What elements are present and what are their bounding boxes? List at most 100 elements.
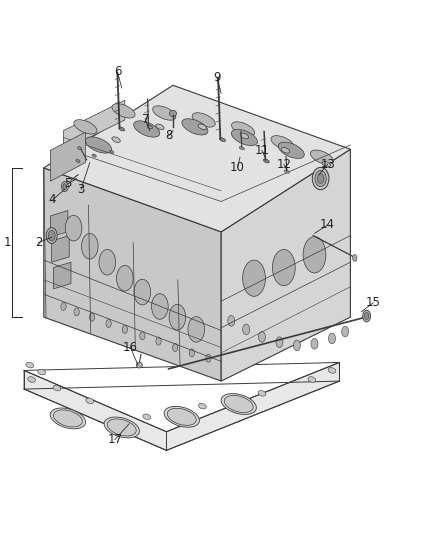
Text: 15: 15: [366, 296, 381, 309]
Ellipse shape: [258, 391, 266, 396]
Ellipse shape: [156, 337, 161, 345]
Text: 10: 10: [230, 161, 245, 174]
Ellipse shape: [68, 155, 77, 160]
Ellipse shape: [188, 317, 205, 342]
Ellipse shape: [48, 230, 55, 241]
Ellipse shape: [189, 349, 194, 357]
Ellipse shape: [112, 137, 120, 142]
Ellipse shape: [53, 385, 61, 391]
Ellipse shape: [170, 110, 177, 117]
Ellipse shape: [364, 312, 369, 320]
Ellipse shape: [312, 167, 329, 190]
Ellipse shape: [232, 122, 254, 136]
Ellipse shape: [271, 136, 294, 150]
Ellipse shape: [328, 368, 336, 373]
Ellipse shape: [173, 344, 178, 352]
Ellipse shape: [164, 406, 199, 427]
Ellipse shape: [110, 150, 114, 154]
Ellipse shape: [76, 159, 80, 163]
Ellipse shape: [342, 326, 349, 337]
Ellipse shape: [322, 161, 331, 167]
Ellipse shape: [276, 337, 283, 348]
Polygon shape: [221, 149, 350, 381]
Ellipse shape: [169, 304, 186, 330]
Ellipse shape: [243, 324, 250, 335]
Ellipse shape: [136, 362, 142, 368]
Ellipse shape: [46, 228, 57, 244]
Ellipse shape: [263, 159, 269, 163]
Ellipse shape: [134, 121, 160, 137]
Ellipse shape: [122, 325, 127, 334]
Ellipse shape: [278, 142, 304, 158]
Ellipse shape: [224, 395, 253, 413]
Ellipse shape: [92, 154, 96, 157]
Ellipse shape: [258, 332, 265, 342]
Polygon shape: [53, 262, 71, 289]
Ellipse shape: [182, 119, 208, 135]
Ellipse shape: [192, 113, 215, 127]
Ellipse shape: [134, 279, 151, 305]
Ellipse shape: [89, 313, 95, 321]
Ellipse shape: [153, 106, 176, 120]
Ellipse shape: [239, 147, 244, 150]
Ellipse shape: [63, 183, 67, 189]
Ellipse shape: [28, 377, 35, 382]
Ellipse shape: [78, 147, 82, 150]
Polygon shape: [44, 85, 350, 232]
Text: 11: 11: [254, 144, 269, 157]
Text: 1: 1: [4, 236, 12, 249]
Ellipse shape: [140, 332, 145, 340]
Ellipse shape: [272, 249, 295, 286]
Ellipse shape: [243, 260, 265, 296]
Polygon shape: [50, 132, 85, 181]
Text: 5: 5: [64, 177, 71, 190]
Ellipse shape: [74, 120, 97, 134]
Text: 13: 13: [320, 158, 335, 171]
Ellipse shape: [65, 215, 82, 241]
Ellipse shape: [38, 369, 46, 375]
Ellipse shape: [231, 130, 258, 146]
Ellipse shape: [281, 148, 290, 153]
Ellipse shape: [228, 316, 235, 326]
Ellipse shape: [221, 393, 256, 415]
Ellipse shape: [86, 398, 94, 403]
Ellipse shape: [26, 362, 34, 368]
Ellipse shape: [167, 408, 196, 425]
Ellipse shape: [284, 170, 290, 173]
Ellipse shape: [143, 414, 151, 419]
Ellipse shape: [53, 410, 82, 427]
Ellipse shape: [198, 403, 206, 409]
Polygon shape: [44, 168, 221, 381]
Text: 8: 8: [165, 130, 172, 142]
Ellipse shape: [104, 417, 139, 438]
Text: 6: 6: [113, 66, 121, 78]
Ellipse shape: [99, 249, 116, 275]
Ellipse shape: [112, 104, 135, 118]
Text: 17: 17: [107, 433, 122, 446]
Ellipse shape: [106, 319, 111, 327]
Ellipse shape: [107, 419, 136, 436]
Ellipse shape: [240, 133, 249, 139]
Polygon shape: [50, 211, 68, 237]
Text: 4: 4: [49, 193, 57, 206]
Ellipse shape: [317, 174, 324, 183]
Ellipse shape: [328, 333, 336, 344]
Polygon shape: [64, 100, 125, 150]
Ellipse shape: [155, 124, 164, 130]
Ellipse shape: [117, 265, 133, 291]
Text: 9: 9: [213, 71, 221, 84]
Ellipse shape: [198, 124, 207, 130]
Ellipse shape: [308, 377, 316, 382]
Ellipse shape: [293, 340, 300, 351]
Ellipse shape: [85, 137, 112, 153]
Ellipse shape: [74, 308, 79, 316]
Polygon shape: [52, 236, 69, 262]
Ellipse shape: [50, 408, 85, 429]
Ellipse shape: [311, 338, 318, 349]
Ellipse shape: [81, 233, 98, 259]
Text: 12: 12: [276, 158, 291, 171]
Ellipse shape: [119, 127, 125, 131]
Ellipse shape: [61, 181, 68, 191]
Ellipse shape: [152, 294, 168, 319]
Text: 7: 7: [141, 114, 149, 126]
